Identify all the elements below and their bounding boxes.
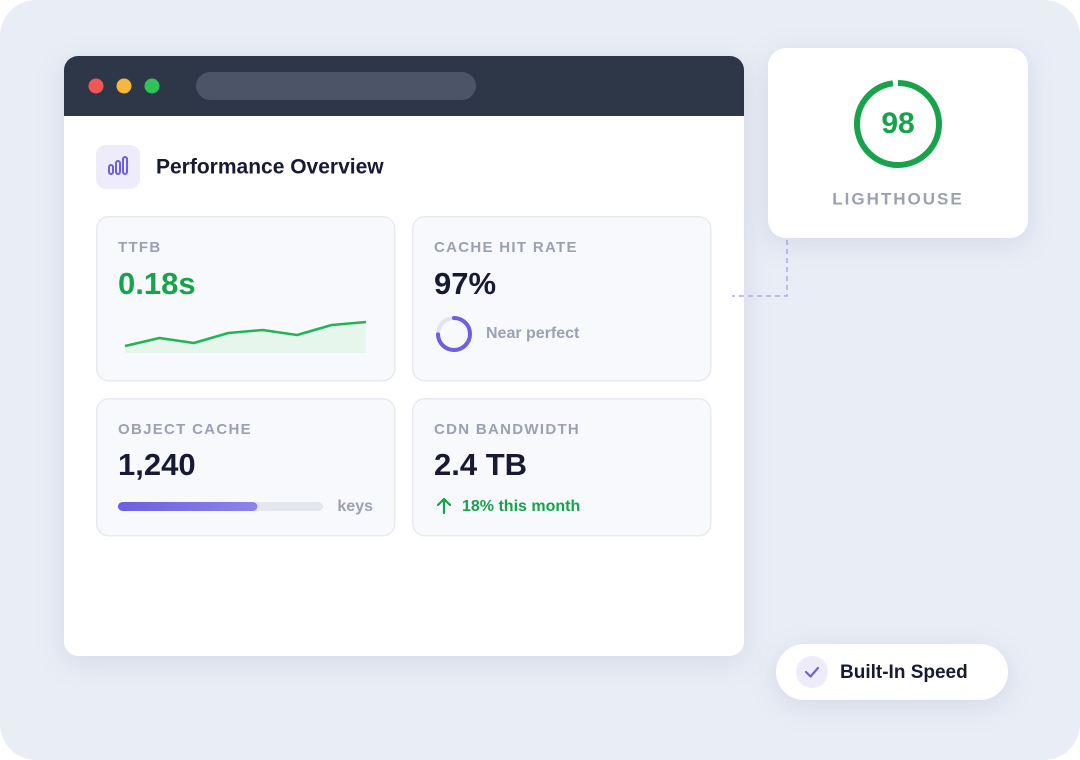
progress-unit: keys <box>337 498 373 515</box>
close-dot <box>88 78 104 94</box>
ring-note: Near perfect <box>486 325 580 342</box>
sparkline-line <box>124 320 367 348</box>
chart-icon <box>108 156 128 175</box>
chart-icon-box <box>96 145 140 189</box>
lighthouse-card <box>768 48 1028 238</box>
panel-title: Performance Overview <box>156 156 384 179</box>
maximize-dot <box>144 78 160 94</box>
lighthouse-label: LIGHTHOUSE <box>832 189 963 208</box>
metric-label: TTFB <box>118 239 162 256</box>
metric-label: CDN BANDWIDTH <box>434 421 580 438</box>
metric-label: CACHE HIT RATE <box>434 239 578 256</box>
check-icon <box>804 666 820 678</box>
metric-label: OBJECT CACHE <box>118 421 252 438</box>
metric-value: 2.4 TB <box>434 447 527 482</box>
connector <box>732 240 788 297</box>
badge <box>776 644 1008 700</box>
progress-fill <box>118 502 258 511</box>
ring-fill <box>436 316 472 352</box>
sparkline <box>124 320 367 353</box>
cache-card <box>412 216 712 382</box>
check-circle <box>796 656 828 688</box>
metric-value: 97% <box>434 266 496 301</box>
minimize-dot <box>116 78 132 94</box>
change-text: 18% this month <box>462 498 580 515</box>
score: 98 <box>881 107 914 140</box>
metric-value: 0.18s <box>118 266 196 301</box>
object-card <box>96 398 396 537</box>
sparkline-area <box>125 322 366 353</box>
badge-label: Built-In Speed <box>840 662 968 683</box>
metric-value: 1,240 <box>118 447 196 482</box>
score-ring <box>854 80 942 168</box>
url-bar <box>196 72 476 100</box>
up-arrow <box>436 497 452 515</box>
cdn-card <box>412 398 712 537</box>
